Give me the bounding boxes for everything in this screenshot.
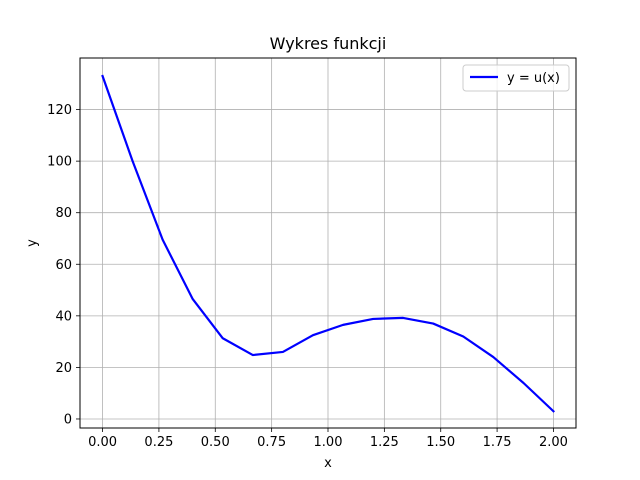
grid-lines bbox=[80, 58, 576, 428]
y-tick-label: 120 bbox=[47, 103, 72, 118]
x-tick-label: 1.50 bbox=[426, 435, 455, 450]
x-axis: 0.00 0.25 0.50 0.75 1.00 1.25 1.50 1.75 2.00 bbox=[88, 428, 568, 450]
series-lines bbox=[101, 74, 556, 413]
x-tick-label: 0.25 bbox=[144, 435, 173, 450]
y-tick-label: 40 bbox=[55, 309, 72, 324]
y-tick-label: 80 bbox=[55, 206, 72, 221]
x-tick-label: 1.25 bbox=[370, 435, 399, 450]
y-tick-label: 20 bbox=[55, 361, 72, 376]
series-line bbox=[101, 74, 556, 413]
x-tick-label: 0.00 bbox=[88, 435, 117, 450]
legend-box bbox=[462, 64, 570, 92]
x-tick-label: 2.00 bbox=[539, 435, 568, 450]
y-tick-label: 100 bbox=[47, 155, 72, 170]
y-axis-label: y bbox=[25, 239, 40, 247]
x-tick-label: 1.75 bbox=[483, 435, 512, 450]
x-tick-label: 1.00 bbox=[314, 435, 343, 450]
y-tick-label: 60 bbox=[55, 258, 72, 273]
x-tick-label: 0.75 bbox=[257, 435, 286, 450]
x-axis-label: x bbox=[324, 456, 332, 471]
y-tick-label: 0 bbox=[64, 412, 72, 427]
y-axis: 0 20 40 60 80 100 120 bbox=[47, 103, 80, 427]
x-tick-label: 0.50 bbox=[201, 435, 230, 450]
chart-title: Wykres funkcji bbox=[270, 34, 387, 53]
legend: y = u(x) bbox=[462, 64, 570, 92]
legend-entry-label: y = u(x) bbox=[507, 71, 560, 86]
